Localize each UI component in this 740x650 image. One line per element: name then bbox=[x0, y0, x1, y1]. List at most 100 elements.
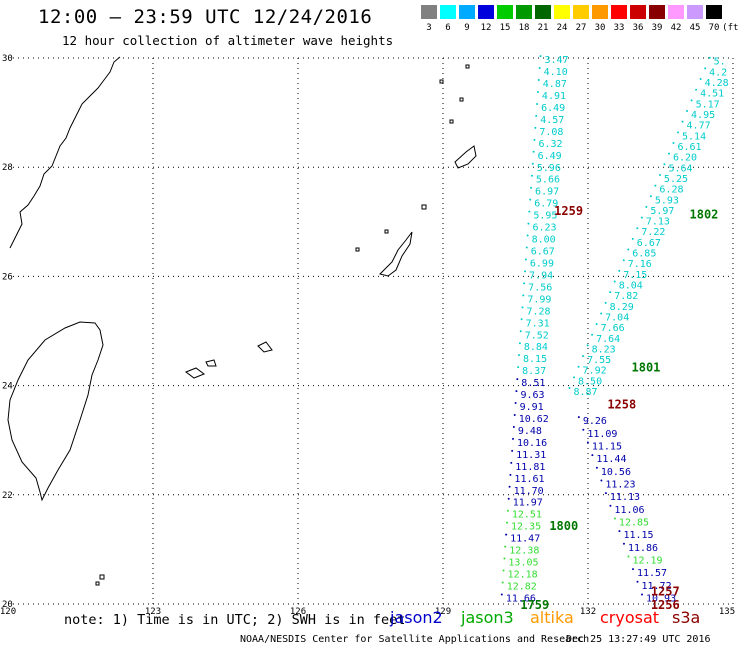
wave-height-value: 7.82 bbox=[614, 291, 638, 302]
track-point bbox=[595, 466, 598, 469]
track-ascending: 5.4.24.284.515.174.954.775.146.616.205.6… bbox=[568, 56, 729, 604]
legend-swatch bbox=[668, 5, 684, 19]
wave-height-value: 7.66 bbox=[601, 323, 625, 334]
wave-height-value: 11.47 bbox=[510, 534, 540, 545]
wave-height-value: 4.28 bbox=[705, 78, 729, 89]
wave-height-value: 7.56 bbox=[528, 282, 552, 293]
wave-height-value: 6.97 bbox=[535, 187, 559, 198]
track-point bbox=[695, 88, 698, 91]
wave-height-value: 8.50 bbox=[578, 376, 602, 387]
legend-swatch bbox=[421, 5, 437, 19]
wave-height-value: 4.87 bbox=[543, 79, 567, 90]
legend-unit: (ft) bbox=[722, 23, 740, 33]
track-point bbox=[533, 138, 536, 141]
wave-height-value: 9.48 bbox=[518, 426, 542, 437]
yaeyama-islands bbox=[184, 359, 217, 379]
legend-label: 15 bbox=[499, 23, 511, 33]
track-point bbox=[512, 437, 515, 440]
footer-credit: NOAA/NESDIS Center for Satellite Applica… bbox=[240, 634, 590, 645]
legend-label: 30 bbox=[594, 23, 606, 33]
track-point bbox=[511, 449, 514, 452]
track-point bbox=[522, 294, 525, 297]
track-point bbox=[645, 205, 648, 208]
track-point bbox=[510, 461, 513, 464]
legend-swatch bbox=[630, 5, 646, 19]
wave-height-value: 11.66 bbox=[506, 593, 536, 604]
wave-height-value: 8.87 bbox=[574, 387, 598, 398]
ryukyu-okinawa bbox=[379, 231, 413, 277]
legend-label: 9 bbox=[464, 23, 470, 33]
track-point bbox=[658, 173, 661, 176]
track-point bbox=[573, 376, 576, 379]
satellite-name-jason2: jason2 bbox=[390, 608, 443, 627]
pass-time-label: 1257 bbox=[651, 584, 680, 598]
wave-height-value: 4.95 bbox=[691, 110, 715, 121]
track-point bbox=[641, 593, 643, 596]
wave-height-value: 6.49 bbox=[541, 103, 565, 114]
wave-height-value: 9.91 bbox=[520, 402, 544, 413]
wave-height-value: 6.67 bbox=[531, 247, 555, 258]
lon-tick-label: 120 bbox=[0, 607, 16, 617]
wave-height-value: 7.04 bbox=[605, 312, 629, 323]
wave-height-value: 12.85 bbox=[619, 517, 649, 528]
wave-height-value: 4.2 bbox=[709, 67, 727, 78]
satellite-name-jason3: jason3 bbox=[461, 608, 514, 627]
small-islands bbox=[95, 64, 470, 586]
legend-swatch bbox=[611, 5, 627, 19]
track-point bbox=[518, 342, 521, 345]
track-point bbox=[534, 126, 537, 129]
legend-label: 18 bbox=[518, 23, 530, 33]
lat-tick-label: 28 bbox=[2, 163, 13, 173]
china-coast bbox=[9, 56, 121, 249]
track-point bbox=[529, 198, 532, 201]
track-point bbox=[622, 542, 625, 545]
legend-label: 12 bbox=[480, 23, 492, 33]
lon-tick-label: 135 bbox=[719, 607, 735, 617]
legend-label: 42 bbox=[670, 23, 682, 33]
wave-height-value: 7.52 bbox=[525, 330, 549, 341]
track-point bbox=[505, 521, 508, 524]
wave-height-value: 13.05 bbox=[508, 558, 538, 569]
legend-label: 3 bbox=[426, 23, 432, 33]
wave-height-value: 4.51 bbox=[700, 89, 724, 100]
legend-swatch bbox=[459, 5, 475, 19]
satellite-name-s3a: s3a bbox=[672, 608, 701, 627]
track-point bbox=[627, 248, 630, 251]
wave-height-value: 8.51 bbox=[521, 378, 545, 389]
track-point bbox=[525, 246, 528, 249]
track-point bbox=[519, 330, 522, 333]
page-subtitle: 12 hour collection of altimeter wave hei… bbox=[62, 33, 394, 48]
lat-tick-label: 30 bbox=[2, 54, 13, 64]
track-point bbox=[595, 323, 598, 326]
wave-height-value: 6.85 bbox=[632, 249, 656, 260]
wave-height-value: 7.08 bbox=[539, 127, 563, 138]
legend-label: 21 bbox=[537, 23, 549, 33]
wave-height-value: 12.82 bbox=[507, 581, 537, 592]
track-point bbox=[502, 569, 505, 572]
wave-height-value: 8.04 bbox=[619, 281, 643, 292]
wave-height-value: 11.97 bbox=[513, 498, 543, 509]
wave-height-value: 7.16 bbox=[628, 259, 652, 270]
track-point bbox=[568, 387, 571, 390]
legend-swatch bbox=[573, 5, 589, 19]
wave-height-value: 7.94 bbox=[529, 270, 553, 281]
track-point bbox=[631, 568, 634, 571]
wave-height-value: 11.31 bbox=[516, 450, 546, 461]
wave-height-value: 8.15 bbox=[523, 354, 547, 365]
track-point bbox=[708, 56, 711, 59]
track-point bbox=[636, 227, 639, 230]
track-point bbox=[690, 99, 693, 102]
wave-height-value: 4.57 bbox=[540, 115, 564, 126]
wave-height-value: 6.32 bbox=[538, 139, 562, 150]
pass-time-label: 1759 bbox=[520, 598, 549, 612]
legend-label: 24 bbox=[556, 23, 568, 33]
pass-time-label: 1802 bbox=[690, 208, 719, 222]
track-point bbox=[636, 580, 639, 583]
track-point bbox=[515, 390, 518, 393]
track-point bbox=[604, 492, 607, 495]
legend-label: 70 bbox=[708, 23, 720, 33]
wave-height-value: 3.47 bbox=[545, 55, 569, 66]
legend-swatch bbox=[535, 5, 551, 19]
track-point bbox=[532, 150, 535, 153]
wave-height-value: 5.14 bbox=[682, 131, 706, 142]
